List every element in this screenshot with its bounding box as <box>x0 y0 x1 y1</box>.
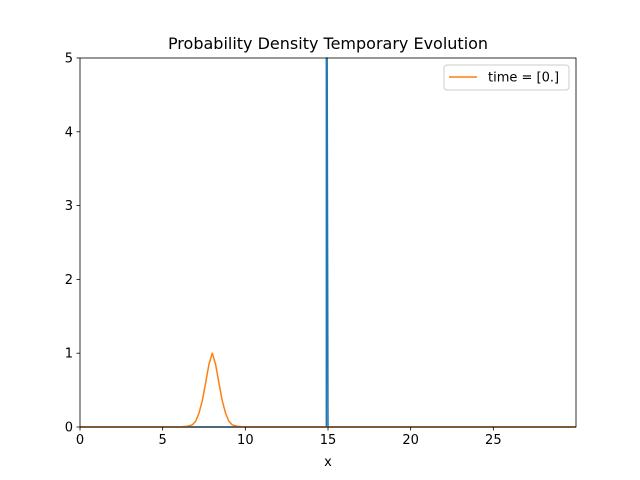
y-tick-label: 2 <box>65 273 73 288</box>
x-axis-label: x <box>324 455 332 470</box>
y-axis-ticks: 0 1 2 3 4 5 <box>65 52 80 436</box>
x-tick-label: 20 <box>402 433 419 448</box>
legend: time = [0.] <box>443 64 570 91</box>
series-line-0 <box>80 57 576 428</box>
y-tick-label: 1 <box>65 347 73 362</box>
y-tick-label: 4 <box>65 125 73 140</box>
y-tick-label: 0 <box>65 421 73 436</box>
series-line-1 <box>80 352 576 428</box>
x-tick-label: 5 <box>159 433 167 448</box>
legend-entry-label: time = [0.] <box>488 71 559 86</box>
x-tick-label: 15 <box>320 433 337 448</box>
x-tick-label: 25 <box>485 433 502 448</box>
y-tick-label: 5 <box>65 52 73 67</box>
x-tick-label: 0 <box>76 433 84 448</box>
x-axis-ticks: 0 5 10 15 20 25 <box>76 427 502 448</box>
x-tick-label: 10 <box>237 433 254 448</box>
legend-frame <box>443 64 570 91</box>
y-tick-label: 3 <box>65 199 73 214</box>
chart-title: Probability Density Temporary Evolution <box>168 34 488 53</box>
series-layer <box>80 57 576 428</box>
